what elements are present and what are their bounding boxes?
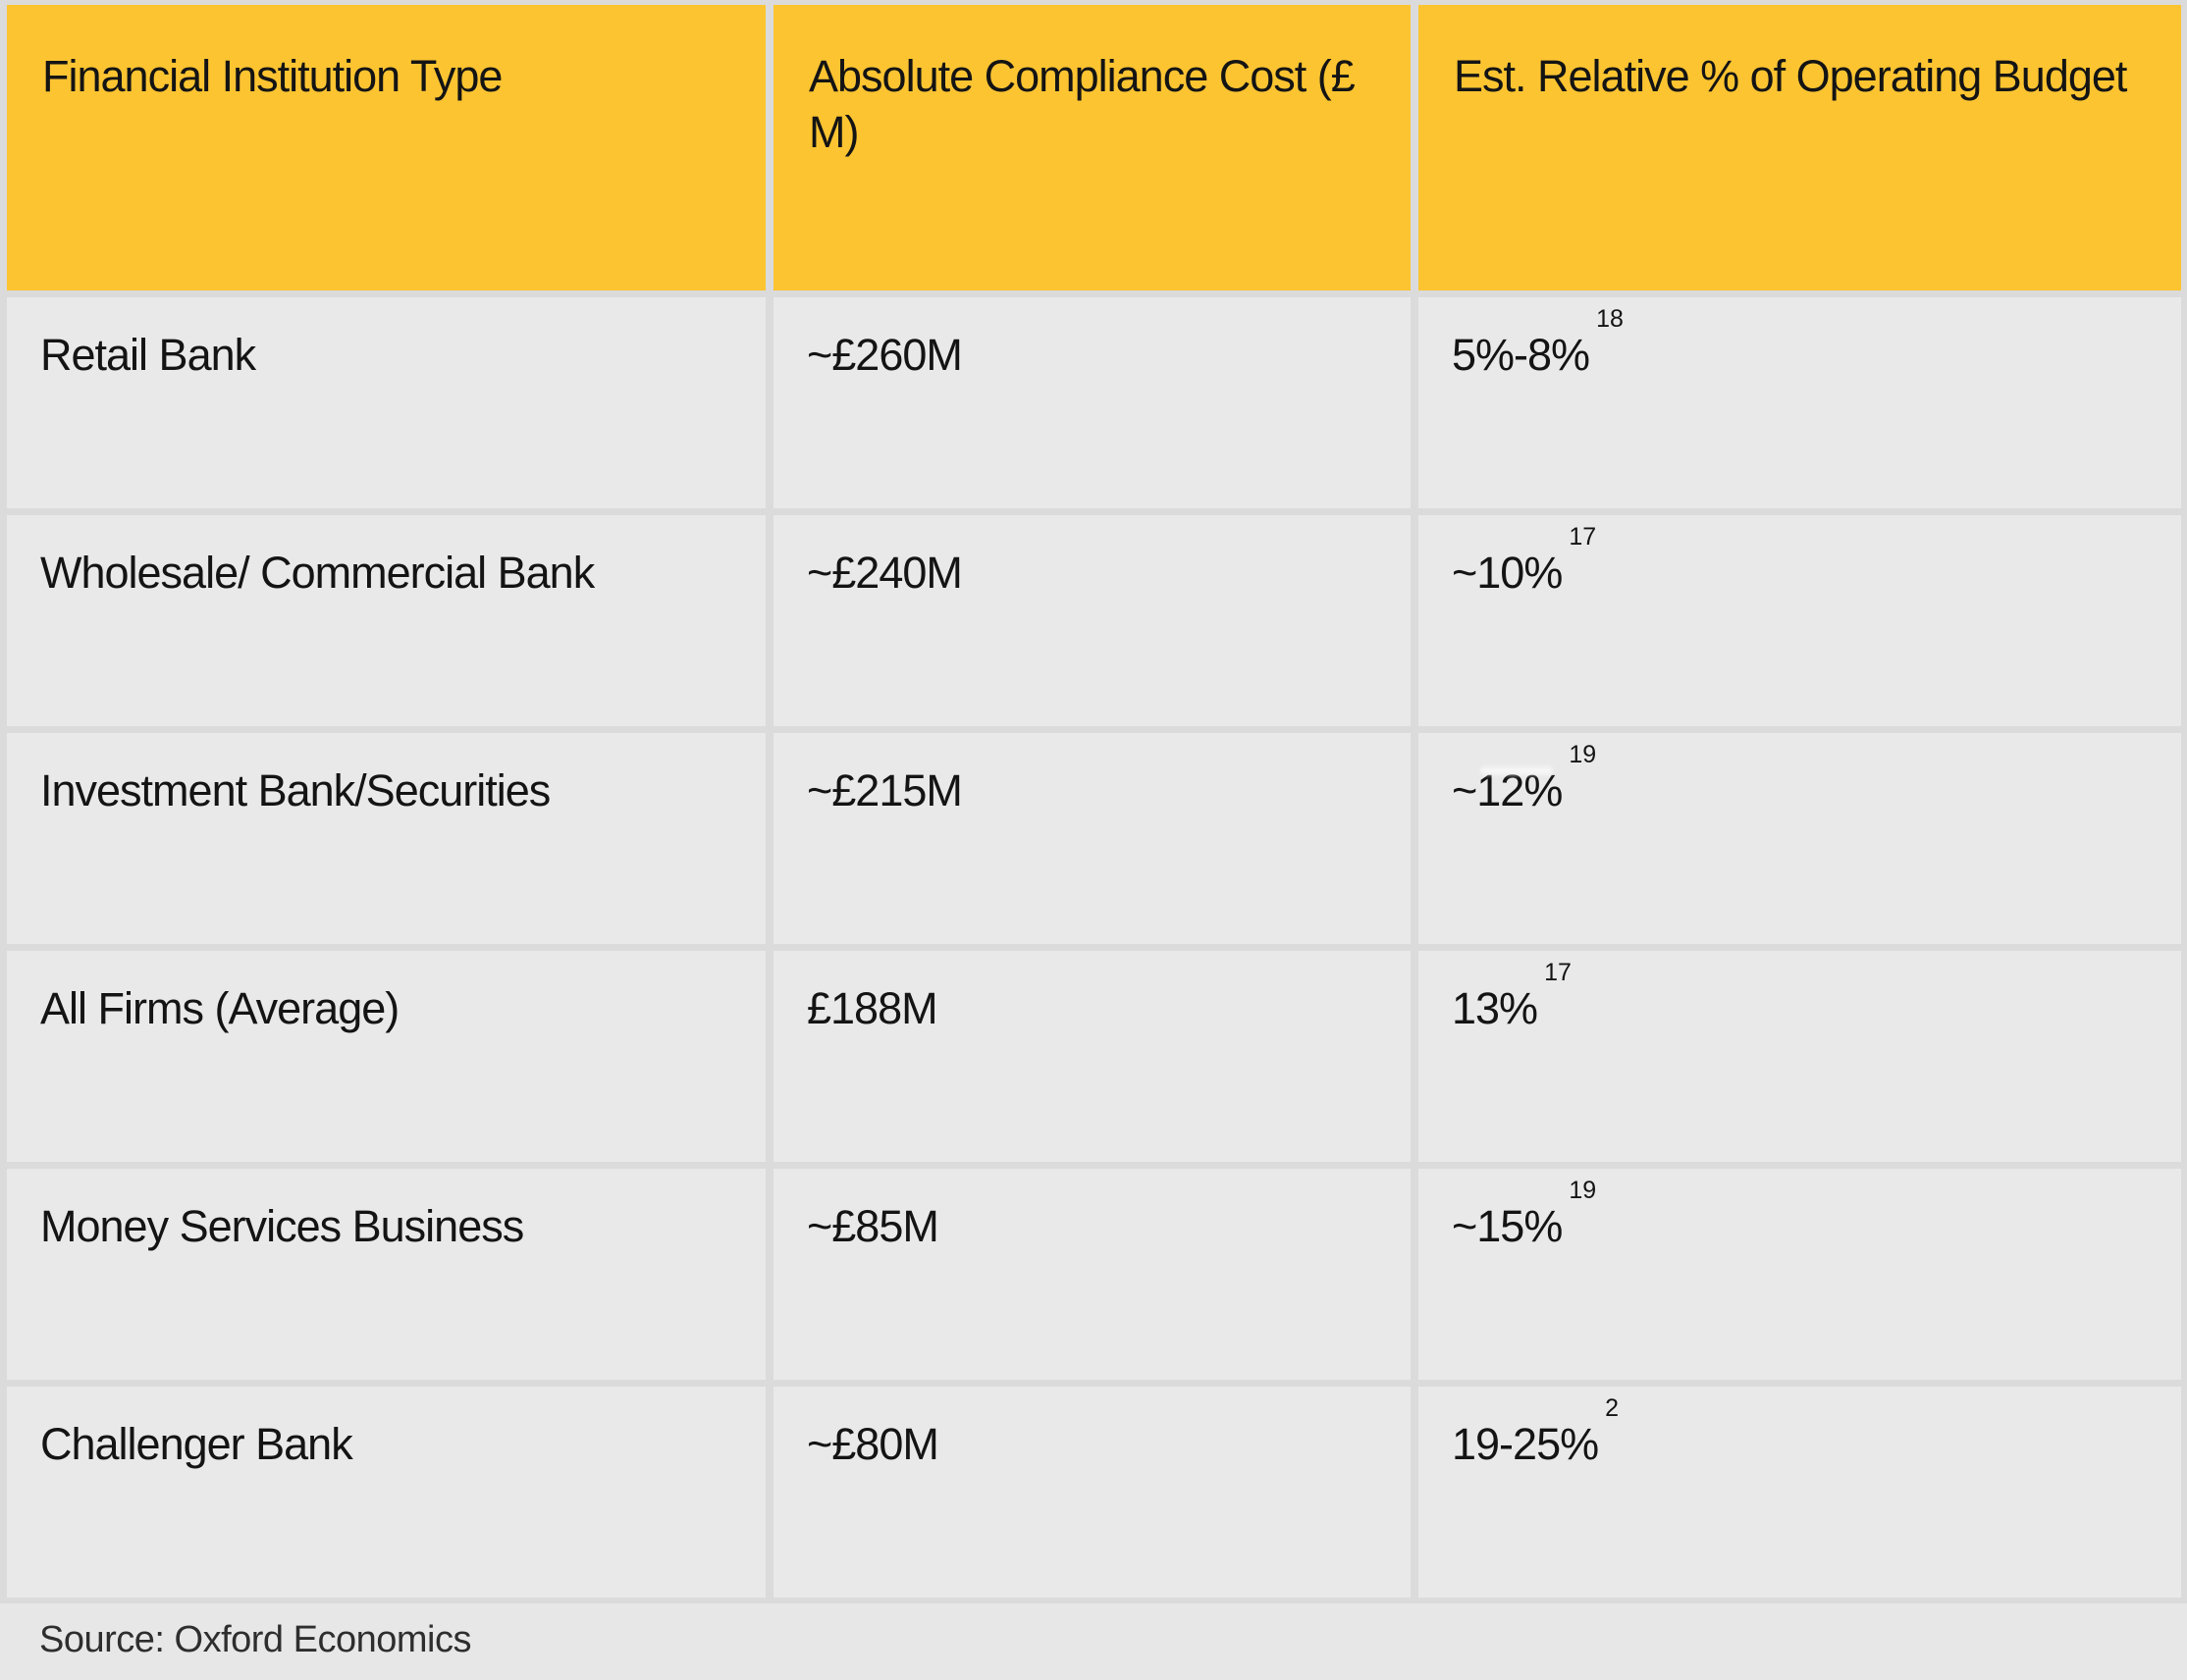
- col-header-relative-budget: Est. Relative % of Operating Budget: [1418, 5, 2181, 290]
- budget-value: 19-25%: [1452, 1419, 1599, 1469]
- cost-cell: £188M: [773, 951, 1411, 1162]
- cost-cell: ~£85M: [773, 1169, 1411, 1380]
- col-header-institution-type: Financial Institution Type: [7, 5, 766, 290]
- budget-value: 5%-8%: [1452, 330, 1590, 380]
- institution-cell: All Firms (Average): [7, 951, 766, 1162]
- footnote-ref: 2: [1605, 1394, 1620, 1422]
- budget-cell: ~12%19: [1418, 733, 2181, 944]
- cost-cell: ~£260M: [773, 297, 1411, 508]
- cost-cell: ~£215M: [773, 733, 1411, 944]
- budget-value: 13%: [1452, 983, 1538, 1033]
- budget-value: ~10%: [1452, 548, 1563, 598]
- footnote-ref: 17: [1569, 523, 1597, 551]
- source-note: Source: Oxford Economics: [39, 1619, 471, 1660]
- cost-cell: ~£240M: [773, 515, 1411, 726]
- budget-cell: 19-25%2: [1418, 1387, 2181, 1598]
- institution-cell: Money Services Business: [7, 1169, 766, 1380]
- footnote-ref: 18: [1596, 305, 1624, 333]
- budget-cell: ~15%19: [1418, 1169, 2181, 1380]
- budget-value: ~15%: [1452, 1201, 1563, 1251]
- budget-cell: 5%-8%18: [1418, 297, 2181, 508]
- institution-cell: Wholesale/ Commercial Bank: [7, 515, 766, 726]
- cost-cell: ~£80M: [773, 1387, 1411, 1598]
- budget-cell: ~10%17: [1418, 515, 2181, 726]
- col-header-compliance-cost: Absolute Compliance Cost (£ M): [773, 5, 1411, 290]
- footnote-ref: 19: [1569, 1177, 1597, 1204]
- footer-strip: Source: Oxford Economics: [0, 1603, 2187, 1680]
- footnote-ref: 19: [1569, 741, 1597, 768]
- institution-cell: Challenger Bank: [7, 1387, 766, 1598]
- budget-cell: 13%17: [1418, 951, 2181, 1162]
- institution-cell: Investment Bank/Securities: [7, 733, 766, 944]
- compliance-cost-table: Financial Institution Type Absolute Comp…: [7, 5, 2181, 1598]
- footnote-ref: 17: [1544, 959, 1572, 986]
- whiteout-artifact: [1480, 766, 1553, 775]
- institution-cell: Retail Bank: [7, 297, 766, 508]
